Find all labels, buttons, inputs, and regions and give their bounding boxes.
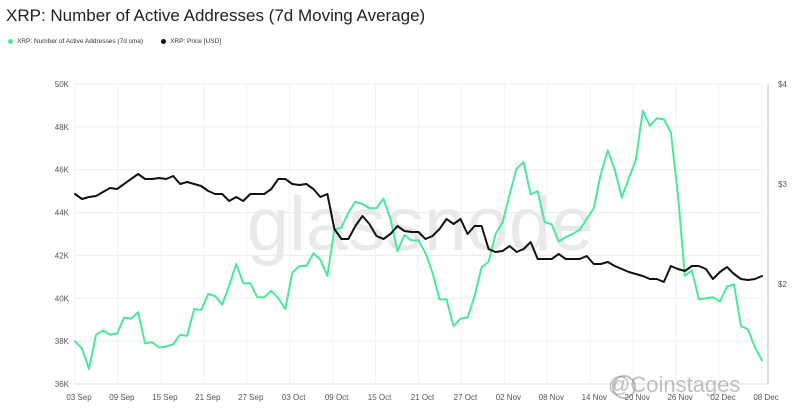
x-tick-label: 08 Nov	[539, 393, 564, 402]
x-tick-label: 21 Oct	[411, 393, 435, 402]
x-tick-label: 03 Oct	[282, 393, 306, 402]
brand-watermark: @Coinstages	[608, 372, 741, 397]
legend: XRP: Number of Active Addresses (7d sma)…	[8, 38, 221, 45]
y-right-tick-label: $2	[778, 280, 787, 289]
brand-logo-icon	[612, 375, 636, 399]
glassnode-watermark: glassnode	[247, 182, 594, 267]
legend-dot-price	[161, 39, 167, 44]
y-left-tick-label: 44K	[55, 209, 70, 218]
x-tick-label: 14 Nov	[582, 393, 607, 402]
y-right-tick-label: $4	[778, 80, 787, 89]
y-left-tick-label: 50K	[55, 80, 70, 89]
x-tick-label: 27 Oct	[454, 393, 478, 402]
y-left-tick-label: 36K	[55, 380, 70, 389]
x-tick-label: 02 Nov	[496, 393, 521, 402]
x-tick-label: 15 Oct	[368, 393, 392, 402]
x-tick-label: 15 Sep	[152, 393, 178, 402]
x-tick-label: 08 Dec	[753, 393, 778, 402]
y-left-tick-label: 46K	[55, 166, 70, 175]
series-line-active-addresses	[74, 109, 763, 370]
x-tick-label: 27 Sep	[238, 393, 264, 402]
y-left-tick-label: 48K	[55, 123, 70, 132]
x-tick-label: 03 Sep	[66, 393, 92, 402]
x-tick-label: 21 Sep	[195, 393, 221, 402]
x-tick-label: 20 Nov	[625, 393, 650, 402]
y-left-tick-label: 42K	[55, 251, 70, 260]
y-left-tick-label: 40K	[55, 294, 70, 303]
x-tick-label: 26 Nov	[667, 393, 692, 402]
legend-dot-active-addresses	[8, 39, 13, 44]
x-tick-label: 02 Dec	[710, 393, 735, 402]
legend-label-price: XRP: Price [USD]	[170, 38, 222, 45]
series-line-price	[74, 173, 763, 283]
legend-item-active-addresses[interactable]: XRP: Number of Active Addresses (7d sma)	[8, 38, 143, 45]
chart-title: XRP: Number of Active Addresses (7d Movi…	[6, 6, 426, 25]
x-tick-label: 09 Sep	[109, 393, 135, 402]
series-lines	[74, 109, 763, 370]
gridlines	[74, 83, 763, 385]
y-left-tick-label: 38K	[55, 337, 70, 346]
y-right-tick-label: $3	[778, 180, 787, 189]
legend-label-active-addresses: XRP: Number of Active Addresses (7d sma)	[17, 38, 144, 45]
x-tick-label: 09 Oct	[325, 393, 349, 402]
legend-item-price[interactable]: XRP: Price [USD]	[161, 38, 221, 45]
axes: 36K 38K 40K 42K 44K 46K 48K 50K $2 $3 $4 03 Sep 09 S…	[55, 80, 788, 402]
